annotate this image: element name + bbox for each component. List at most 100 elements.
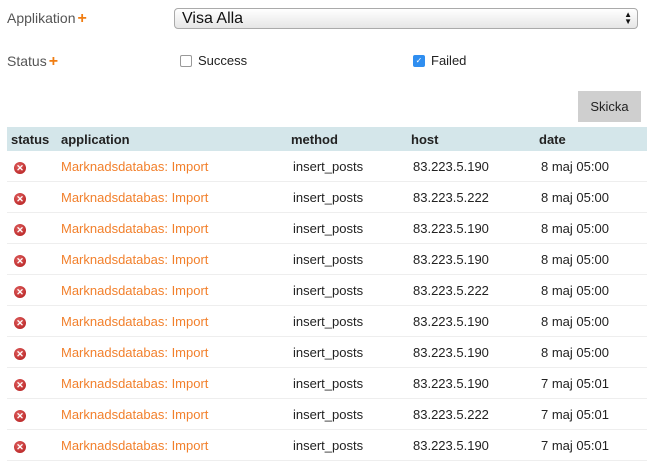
- host-cell: 83.223.5.190: [407, 212, 535, 244]
- application-select[interactable]: Visa Alla ▲ ▼: [174, 8, 638, 29]
- header-status: status: [7, 127, 57, 151]
- host-cell: 83.223.5.190: [407, 305, 535, 337]
- table-row: ✕ Marknadsdatabas: Import insert_posts 8…: [7, 212, 647, 244]
- date-cell: 8 maj 05:00: [535, 305, 647, 337]
- success-checkbox-box[interactable]: [180, 54, 192, 67]
- header-host: host: [407, 127, 535, 151]
- status-cell: ✕: [7, 429, 57, 461]
- failed-checkbox[interactable]: ✓ Failed: [413, 53, 466, 68]
- status-cell: ✕: [7, 398, 57, 430]
- application-cell[interactable]: Marknadsdatabas: Import: [57, 398, 287, 430]
- application-cell[interactable]: Marknadsdatabas: Import: [57, 243, 287, 275]
- table-row: ✕ Marknadsdatabas: Import insert_posts 8…: [7, 151, 647, 182]
- error-icon: ✕: [14, 285, 26, 298]
- status-cell: ✕: [7, 151, 57, 182]
- table-row: ✕ Marknadsdatabas: Import insert_posts 8…: [7, 429, 647, 461]
- method-cell: insert_posts: [287, 274, 407, 306]
- application-label-text: Applikation: [7, 10, 76, 26]
- error-icon: ✕: [14, 440, 26, 453]
- host-cell: 83.223.5.190: [407, 336, 535, 368]
- method-cell: insert_posts: [287, 398, 407, 430]
- status-label-text: Status: [7, 53, 47, 69]
- date-cell: 8 maj 05:00: [535, 151, 647, 182]
- application-select-value: Visa Alla: [182, 10, 244, 27]
- status-cell: ✕: [7, 274, 57, 306]
- application-cell[interactable]: Marknadsdatabas: Import: [57, 151, 287, 182]
- application-cell[interactable]: Marknadsdatabas: Import: [57, 367, 287, 399]
- method-cell: insert_posts: [287, 305, 407, 337]
- date-cell: 8 maj 05:00: [535, 336, 647, 368]
- host-cell: 83.223.5.190: [407, 151, 535, 182]
- host-cell: 83.223.5.222: [407, 274, 535, 306]
- application-link[interactable]: Marknadsdatabas: Import: [61, 220, 209, 236]
- error-icon: ✕: [14, 223, 26, 236]
- application-cell[interactable]: Marknadsdatabas: Import: [57, 212, 287, 244]
- date-cell: 7 maj 05:01: [535, 398, 647, 430]
- select-arrows-icon: ▲ ▼: [624, 10, 632, 26]
- method-cell: insert_posts: [287, 243, 407, 275]
- add-status-icon[interactable]: +: [48, 53, 59, 70]
- status-cell: ✕: [7, 181, 57, 213]
- date-cell: 7 maj 05:01: [535, 429, 647, 461]
- table-row: ✕ Marknadsdatabas: Import insert_posts 8…: [7, 367, 647, 399]
- status-cell: ✕: [7, 305, 57, 337]
- host-cell: 83.223.5.190: [407, 367, 535, 399]
- error-icon: ✕: [14, 347, 26, 360]
- application-cell[interactable]: Marknadsdatabas: Import: [57, 274, 287, 306]
- status-cell: ✕: [7, 212, 57, 244]
- header-application: application: [57, 127, 287, 151]
- method-cell: insert_posts: [287, 336, 407, 368]
- application-filter-label: Applikation +: [7, 10, 87, 28]
- table-row: ✕ Marknadsdatabas: Import insert_posts 8…: [7, 305, 647, 337]
- status-cell: ✕: [7, 336, 57, 368]
- method-cell: insert_posts: [287, 181, 407, 213]
- success-checkbox[interactable]: Success: [180, 53, 247, 68]
- application-link[interactable]: Marknadsdatabas: Import: [61, 282, 209, 298]
- host-cell: 83.223.5.190: [407, 429, 535, 461]
- table-row: ✕ Marknadsdatabas: Import insert_posts 8…: [7, 398, 647, 430]
- application-link[interactable]: Marknadsdatabas: Import: [61, 406, 209, 422]
- table-header: status application method host date: [7, 127, 647, 151]
- table-row: ✕ Marknadsdatabas: Import insert_posts 8…: [7, 243, 647, 275]
- application-link[interactable]: Marknadsdatabas: Import: [61, 158, 209, 174]
- error-icon: ✕: [14, 192, 26, 205]
- failed-checkbox-box[interactable]: ✓: [413, 54, 425, 67]
- error-icon: ✕: [14, 316, 26, 329]
- table-row: ✕ Marknadsdatabas: Import insert_posts 8…: [7, 181, 647, 213]
- application-link[interactable]: Marknadsdatabas: Import: [61, 313, 209, 329]
- failed-label: Failed: [431, 53, 467, 68]
- host-cell: 83.223.5.222: [407, 181, 535, 213]
- date-cell: 8 maj 05:00: [535, 243, 647, 275]
- application-link[interactable]: Marknadsdatabas: Import: [61, 375, 209, 391]
- add-application-icon[interactable]: +: [77, 10, 87, 27]
- application-link[interactable]: Marknadsdatabas: Import: [61, 344, 209, 360]
- error-icon: ✕: [14, 409, 26, 422]
- application-cell[interactable]: Marknadsdatabas: Import: [57, 429, 287, 461]
- date-cell: 7 maj 05:01: [535, 367, 647, 399]
- error-icon: ✕: [14, 378, 26, 391]
- header-date: date: [535, 127, 647, 151]
- application-link[interactable]: Marknadsdatabas: Import: [61, 251, 209, 267]
- application-cell[interactable]: Marknadsdatabas: Import: [57, 305, 287, 337]
- application-link[interactable]: Marknadsdatabas: Import: [61, 189, 209, 205]
- date-cell: 8 maj 05:00: [535, 181, 647, 213]
- method-cell: insert_posts: [287, 367, 407, 399]
- application-link[interactable]: Marknadsdatabas: Import: [61, 437, 209, 453]
- application-cell[interactable]: Marknadsdatabas: Import: [57, 181, 287, 213]
- status-cell: ✕: [7, 243, 57, 275]
- status-cell: ✕: [7, 367, 57, 399]
- host-cell: 83.223.5.222: [407, 398, 535, 430]
- submit-button[interactable]: Skicka: [578, 91, 641, 122]
- method-cell: insert_posts: [287, 151, 407, 182]
- success-label: Success: [198, 53, 248, 68]
- date-cell: 8 maj 05:00: [535, 274, 647, 306]
- header-method: method: [287, 127, 407, 151]
- date-cell: 8 maj 05:00: [535, 212, 647, 244]
- error-icon: ✕: [14, 161, 26, 174]
- method-cell: insert_posts: [287, 429, 407, 461]
- error-icon: ✕: [14, 254, 26, 267]
- table-row: ✕ Marknadsdatabas: Import insert_posts 8…: [7, 336, 647, 368]
- method-cell: insert_posts: [287, 212, 407, 244]
- log-table: status application method host date ✕ Ma…: [7, 127, 647, 461]
- application-cell[interactable]: Marknadsdatabas: Import: [57, 336, 287, 368]
